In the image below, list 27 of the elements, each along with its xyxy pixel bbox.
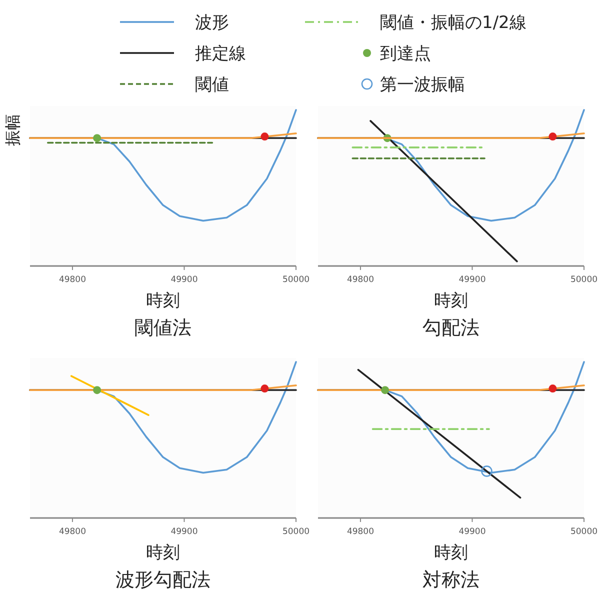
text: 閾値法 [134, 317, 192, 339]
legend-label: 閾値 [195, 75, 229, 95]
x-tick-label: 49800 [346, 275, 374, 285]
x-axis-title: 時刻 [434, 291, 468, 311]
x-tick-label: 49800 [58, 527, 86, 537]
x-axis-title: 時刻 [146, 543, 180, 563]
x-axis-title: 時刻 [434, 543, 468, 563]
legend-label: 波形 [195, 13, 229, 33]
x-axis-title: 時刻 [146, 291, 180, 311]
legend-label: 推定線 [195, 44, 246, 64]
x-tick-label: 49900 [170, 275, 198, 285]
x-tick-label: 49800 [58, 275, 86, 285]
x-tick-label: 49900 [458, 275, 486, 285]
text: 波形勾配法 [116, 569, 210, 591]
x-tick-label: 50000 [570, 275, 598, 285]
x-tick-label: 50000 [282, 275, 310, 285]
text: 対称法 [422, 569, 480, 591]
legend-label: 閾値・振幅の1/2線 [380, 13, 526, 33]
x-tick-label: 49900 [170, 527, 198, 537]
y-axis-title: 振幅 [3, 114, 22, 146]
x-tick-label: 49800 [346, 527, 374, 537]
x-tick-label: 50000 [570, 527, 598, 537]
text: 勾配法 [422, 317, 480, 339]
x-tick-label: 50000 [282, 527, 310, 537]
legend-label: 第一波振幅 [380, 75, 465, 95]
legend-label: 到達点 [380, 44, 431, 64]
x-tick-label: 49900 [458, 527, 486, 537]
